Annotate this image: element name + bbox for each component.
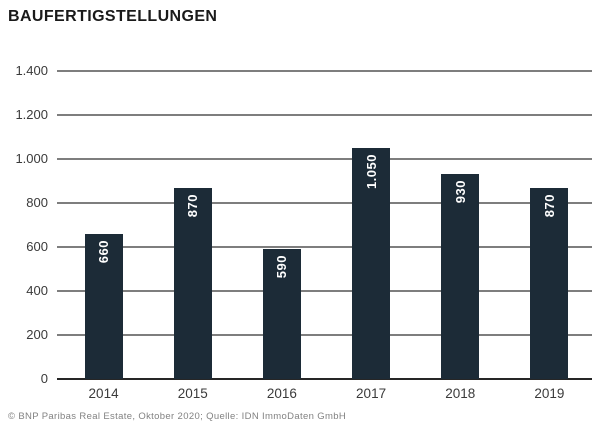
- plot-area: 660 870 590 1.050 930 870: [57, 70, 592, 380]
- gridline: [57, 158, 592, 160]
- chart-title: BAUFERTIGSTELLUNGEN: [8, 8, 218, 25]
- bar-value-label: 660: [96, 239, 112, 264]
- bar: 930: [441, 174, 480, 379]
- y-axis-labels: 0 200 400 600 800 1.000 1.200 1.400: [0, 63, 48, 386]
- x-axis-line: [57, 378, 592, 380]
- bar: 870: [173, 187, 212, 379]
- bar-value-label: 590: [274, 255, 290, 279]
- x-axis-labels: 2014 2015 2016 2017 2018 2019: [57, 386, 592, 404]
- bar: 1.050: [352, 148, 391, 379]
- x-tick-label: 2018: [445, 386, 476, 401]
- gridline: [57, 70, 592, 72]
- y-tick-label: 0: [40, 371, 48, 386]
- bar-value-label: 870: [185, 193, 201, 217]
- y-tick-label: 1.400: [15, 63, 48, 78]
- x-tick-label: 2016: [266, 386, 297, 401]
- bar: 660: [84, 233, 123, 379]
- gridline: [57, 114, 592, 116]
- y-tick-label: 1.000: [15, 151, 48, 166]
- y-tick-label: 1.200: [15, 107, 48, 122]
- bar-value-label: 870: [541, 193, 557, 217]
- gridline: [57, 202, 592, 204]
- y-tick-label: 800: [26, 195, 48, 210]
- x-tick-label: 2015: [177, 386, 208, 401]
- gridline: [57, 290, 592, 292]
- source-note: © BNP Paribas Real Estate, Oktober 2020;…: [8, 411, 347, 422]
- x-tick-label: 2019: [534, 386, 565, 401]
- x-tick-label: 2017: [356, 386, 387, 401]
- y-tick-label: 200: [26, 327, 48, 342]
- bar: 590: [262, 249, 301, 379]
- x-tick-label: 2014: [88, 386, 119, 401]
- bar: 870: [530, 187, 569, 379]
- bar-value-label: 930: [452, 180, 468, 204]
- gridline: [57, 246, 592, 248]
- y-tick-label: 400: [26, 283, 48, 298]
- gridline: [57, 334, 592, 336]
- y-tick-label: 600: [26, 239, 48, 254]
- bar-value-label: 1.050: [363, 154, 379, 190]
